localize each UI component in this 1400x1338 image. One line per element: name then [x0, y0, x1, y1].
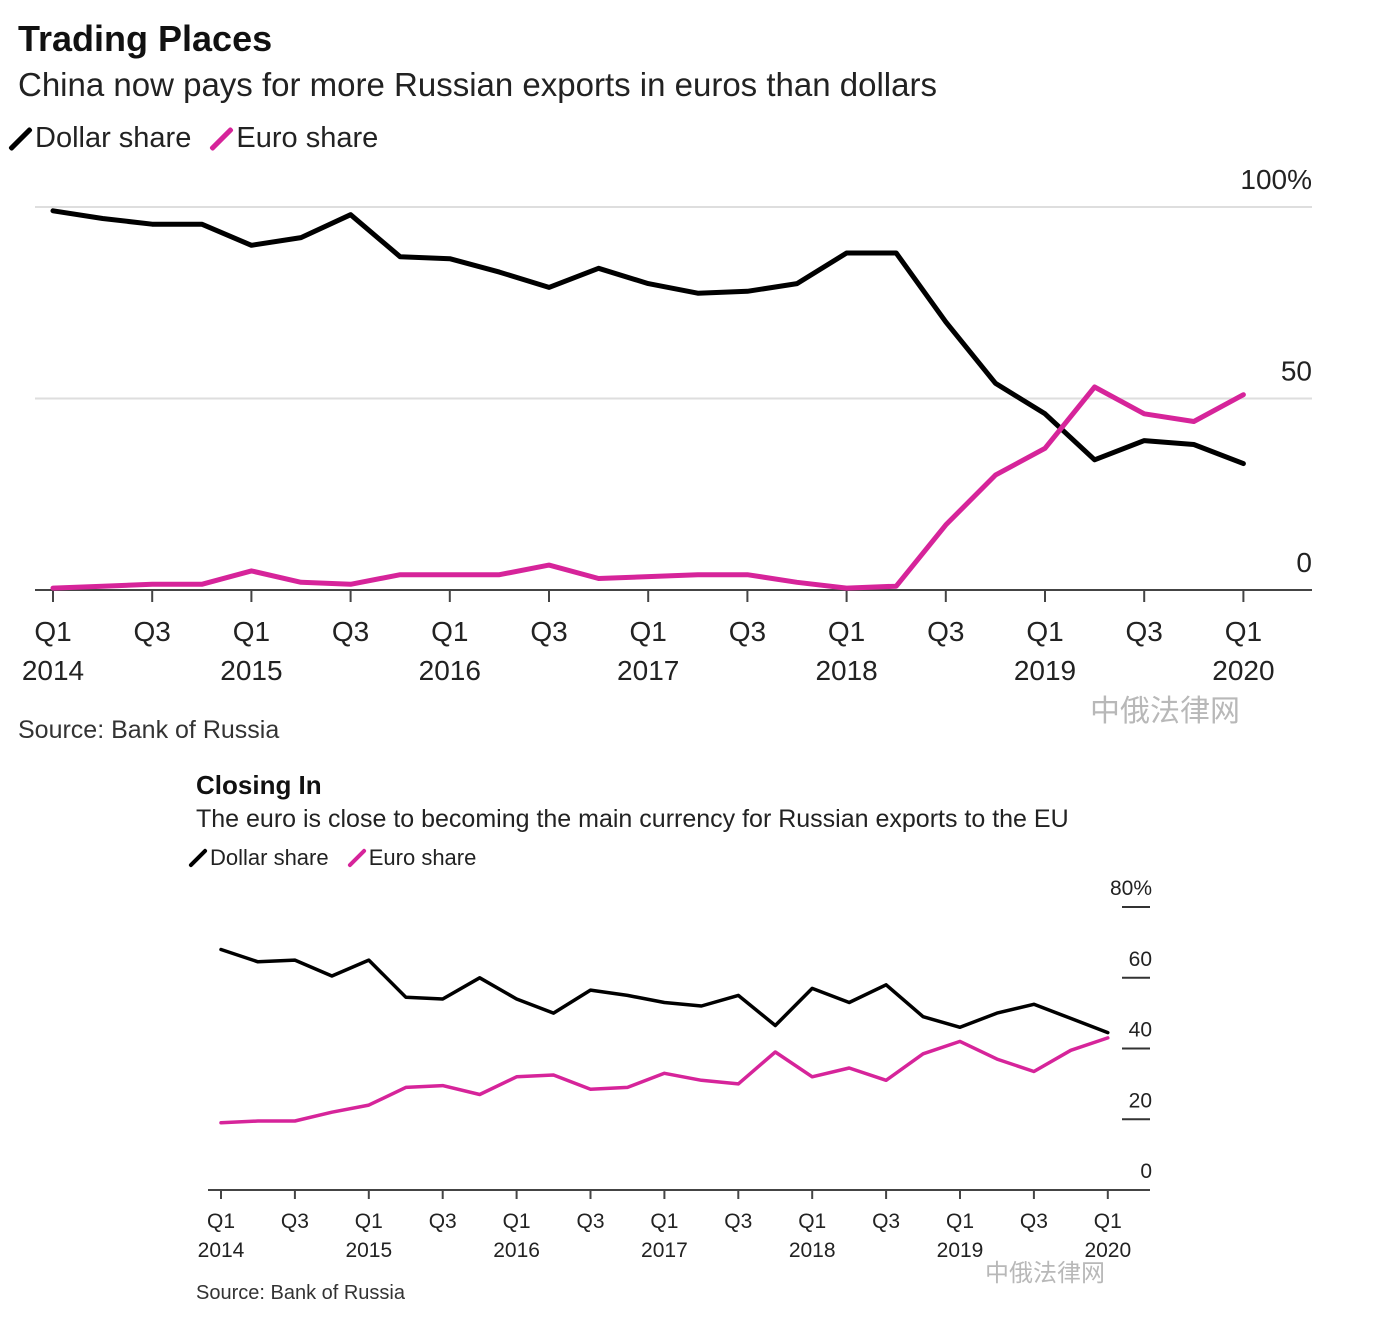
x-tick-label: Q1 — [503, 1210, 531, 1233]
chart1-title: Trading Places — [18, 18, 273, 59]
x-tick-year-label: 2014 — [198, 1239, 245, 1262]
x-tick-label: Q3 — [1020, 1210, 1048, 1233]
chart2-legend: Dollar share Euro share — [188, 845, 496, 876]
x-tick-year-label: 2016 — [419, 655, 481, 686]
legend-item-euro: Euro share — [346, 845, 477, 871]
x-tick-year-label: 2020 — [1212, 655, 1274, 686]
y-tick-label: 60 — [1129, 948, 1152, 971]
chart1-subtitle: China now pays for more Russian exports … — [18, 66, 937, 103]
x-tick-year-label: 2017 — [641, 1239, 688, 1262]
chart1-source: Source: Bank of Russia — [18, 716, 280, 744]
x-tick-label: Q3 — [530, 616, 567, 647]
y-tick-label: 100% — [1240, 164, 1312, 195]
x-tick-label: Q3 — [724, 1210, 752, 1233]
x-tick-label: Q1 — [798, 1210, 826, 1233]
chart1-legend: Dollar share Euro share — [8, 122, 398, 162]
watermark: 中俄法律网 — [985, 1260, 1105, 1287]
x-tick-year-label: 2017 — [617, 655, 679, 686]
x-tick-label: Q3 — [281, 1210, 309, 1233]
chart2-subtitle: The euro is close to becoming the main c… — [196, 805, 1069, 833]
x-tick-label: Q1 — [1026, 616, 1063, 647]
x-tick-label: Q1 — [34, 616, 71, 647]
x-tick-year-label: 2020 — [1084, 1239, 1131, 1262]
x-tick-year-label: 2015 — [345, 1239, 392, 1262]
x-tick-label: Q1 — [828, 616, 865, 647]
legend-label-euro: Euro share — [368, 845, 477, 870]
x-tick-label: Q3 — [729, 616, 766, 647]
x-tick-label: Q1 — [431, 616, 468, 647]
y-tick-label: 50 — [1281, 356, 1312, 387]
x-tick-label: Q1 — [946, 1210, 974, 1233]
x-tick-year-label: 2019 — [937, 1239, 984, 1262]
x-tick-year-label: 2016 — [493, 1239, 540, 1262]
y-tick-label: 80% — [1110, 877, 1152, 900]
series-line-euro — [50, 384, 1246, 591]
x-tick-label: Q1 — [355, 1210, 383, 1233]
y-tick-label: 0 — [1296, 547, 1312, 578]
x-tick-label: Q1 — [207, 1210, 235, 1233]
legend-label-dollar: Dollar share — [210, 845, 329, 870]
series-line-euro — [219, 1036, 1110, 1125]
x-tick-label: Q3 — [332, 616, 369, 647]
x-tick-label: Q3 — [1126, 616, 1163, 647]
x-tick-year-label: 2014 — [22, 655, 84, 686]
x-tick-label: Q3 — [927, 616, 964, 647]
x-tick-year-label: 2018 — [815, 655, 877, 686]
x-tick-year-label: 2019 — [1014, 655, 1076, 686]
y-tick-label: 40 — [1129, 1019, 1152, 1042]
x-tick-label: Q3 — [576, 1210, 604, 1233]
x-tick-label: Q3 — [872, 1210, 900, 1233]
legend-label-euro: Euro share — [236, 122, 379, 154]
x-tick-label: Q3 — [429, 1210, 457, 1233]
chart2-source: Source: Bank of Russia — [196, 1282, 405, 1304]
chart2-title: Closing In — [196, 770, 322, 800]
x-tick-label: Q1 — [1225, 616, 1262, 647]
x-tick-label: Q1 — [1094, 1210, 1122, 1233]
x-tick-label: Q1 — [630, 616, 667, 647]
x-tick-year-label: 2015 — [220, 655, 282, 686]
x-tick-label: Q3 — [134, 616, 171, 647]
legend-item-dollar: Dollar share — [8, 122, 192, 155]
x-tick-label: Q1 — [233, 616, 270, 647]
x-tick-year-label: 2018 — [789, 1239, 836, 1262]
y-tick-label: 0 — [1140, 1160, 1152, 1183]
legend-item-euro: Euro share — [209, 122, 379, 155]
series-line-dollar — [219, 947, 1110, 1035]
chart1-plot: 100% 50 0 Q1 2014 Q3 Q1 2015 Q3 Q1 2016 Q3 Q1 2017 Q3 Q… — [22, 164, 1312, 686]
legend-item-dollar: Dollar share — [188, 845, 329, 871]
x-tick-label: Q1 — [650, 1210, 678, 1233]
y-tick-label: 20 — [1129, 1089, 1152, 1112]
watermark: 中俄法律网 — [1090, 695, 1240, 728]
legend-label-dollar: Dollar share — [35, 122, 192, 154]
series-line-dollar — [50, 208, 1246, 467]
